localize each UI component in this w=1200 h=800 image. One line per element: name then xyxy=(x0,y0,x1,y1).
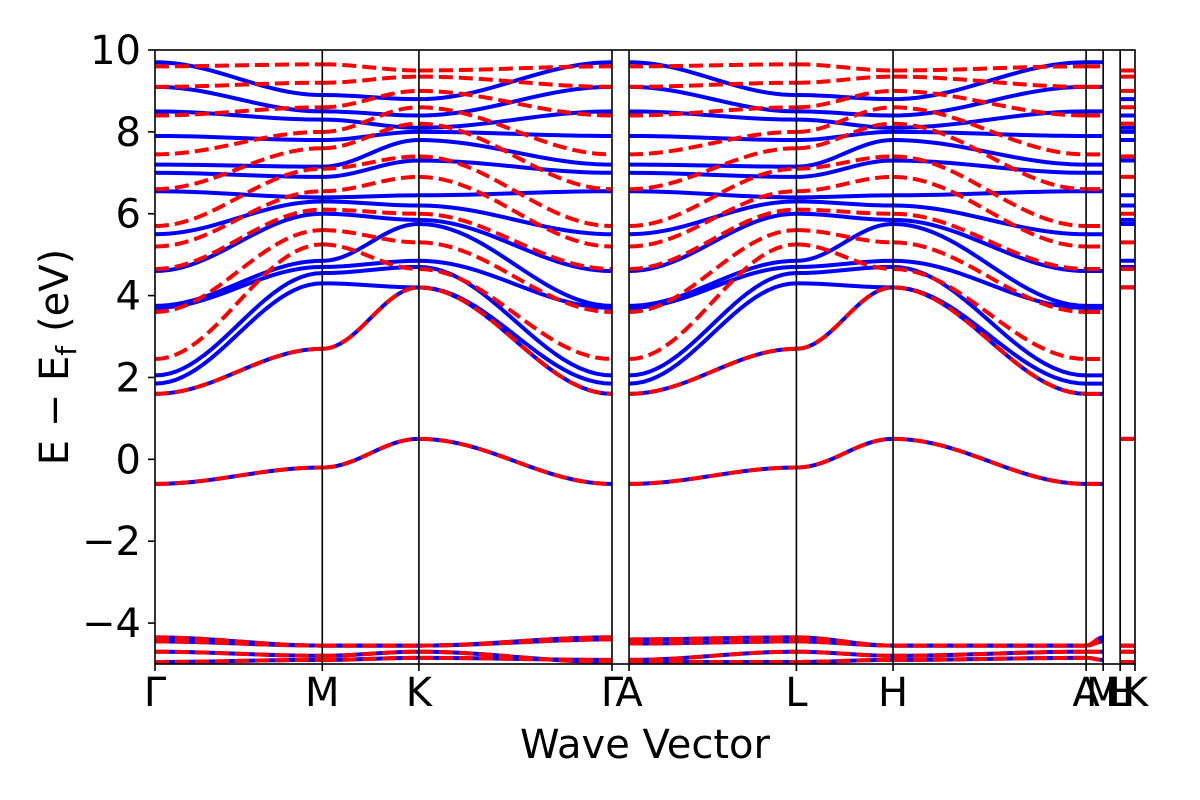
x-tick-label: A xyxy=(615,670,643,716)
x-tick-label: H xyxy=(1105,670,1135,716)
band-line xyxy=(155,655,1135,664)
y-tick-label: −4 xyxy=(82,601,141,647)
band-line xyxy=(155,635,1135,648)
band-line xyxy=(155,285,1135,396)
x-tick-label: K xyxy=(406,670,434,716)
series-blue-bands xyxy=(155,60,1135,664)
band-line xyxy=(155,105,1135,157)
band-line xyxy=(155,158,1135,179)
band-line xyxy=(155,436,1135,486)
band-line xyxy=(155,264,1135,378)
band-line xyxy=(155,74,1135,89)
x-tick-label: M xyxy=(305,670,340,716)
band-line xyxy=(155,60,1135,102)
band-line xyxy=(155,281,1135,386)
band-line xyxy=(155,88,1135,118)
band-line xyxy=(155,109,1135,130)
band-line xyxy=(155,436,1135,486)
band-line xyxy=(155,242,1135,362)
band-line xyxy=(155,649,1135,664)
kpoint-lines xyxy=(321,50,1122,664)
y-tick-label: 0 xyxy=(116,437,141,483)
y-axis: −4 −2 0 2 4 6 8 10 xyxy=(82,28,155,647)
y-tick-label: 2 xyxy=(116,355,141,401)
x-tick-label: L xyxy=(785,670,808,716)
y-tick-label: 8 xyxy=(116,110,141,156)
y-tick-label: 6 xyxy=(116,192,141,238)
y-tick-label: −2 xyxy=(82,519,141,565)
x-tick-label: Γ xyxy=(601,670,624,716)
band-line xyxy=(155,221,1135,308)
band-line xyxy=(155,258,1135,310)
y-tick-label: 10 xyxy=(90,28,141,74)
y-tick-label: 4 xyxy=(116,274,141,320)
series-red-bands xyxy=(155,62,1135,664)
y-label-subscript: f xyxy=(50,345,83,356)
band-line xyxy=(155,207,1135,271)
x-tick-label: K xyxy=(1122,670,1150,716)
x-tick-label: A xyxy=(1072,670,1100,716)
y-label-unit: (eV) xyxy=(32,249,78,332)
band-line xyxy=(155,174,1135,249)
x-tick-label: Γ xyxy=(144,670,167,716)
y-label-main: E − E xyxy=(32,356,78,466)
y-axis-title: E − Ef (eV) xyxy=(32,249,83,466)
band-line xyxy=(155,228,1135,314)
band-line xyxy=(155,62,1135,73)
bands-layer xyxy=(155,60,1135,664)
band-line xyxy=(155,154,1135,229)
x-axis-title: Wave Vector xyxy=(520,722,771,768)
band-line xyxy=(155,211,1135,274)
band-line xyxy=(155,121,1135,192)
x-tick-label: L xyxy=(1109,670,1132,716)
x-tick-label: H xyxy=(878,670,908,716)
plot-frame xyxy=(154,49,1136,665)
x-tick-label: M xyxy=(1086,670,1121,716)
band-line xyxy=(155,138,1135,169)
